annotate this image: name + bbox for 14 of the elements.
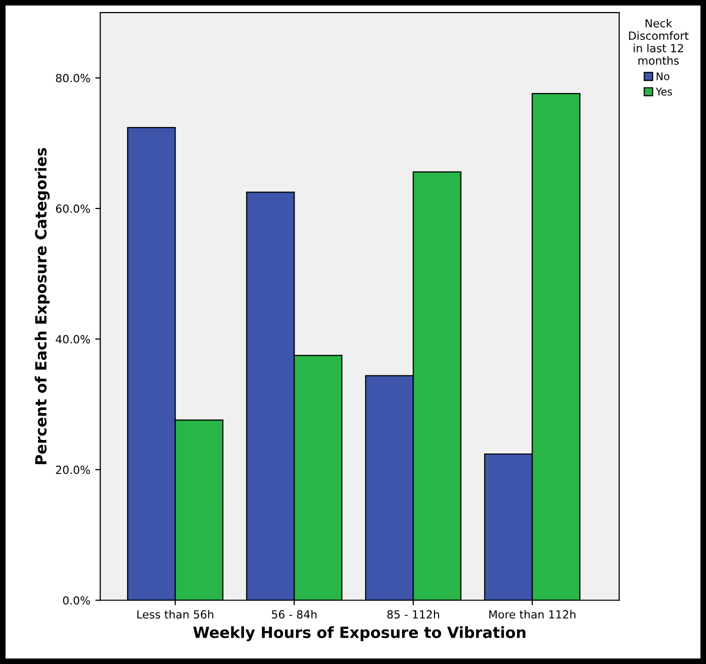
- x-tick-label: 56 - 84h: [272, 610, 316, 619]
- y-axis-title: Percent of Each Exposure Categories: [34, 148, 50, 464]
- x-tick-label: More than 112h: [489, 610, 576, 619]
- y-tick-label: 40.0%: [56, 335, 90, 344]
- x-tick-label: Less than 56h: [137, 610, 214, 619]
- y-tick-label: 20.0%: [56, 466, 90, 474]
- legend-label: No: [656, 72, 670, 80]
- legend-title: Neck Discomfort in last 12 months: [629, 18, 689, 65]
- y-tick-label: 60.0%: [56, 204, 90, 213]
- y-tick-label: 80.0%: [56, 74, 90, 82]
- x-axis-title: Weekly Hours of Exposure to Vibration: [193, 626, 526, 642]
- x-tick-label: 85 - 112h: [387, 610, 440, 619]
- legend-label: Yes: [656, 88, 672, 96]
- y-tick-label: 0.0%: [63, 596, 90, 605]
